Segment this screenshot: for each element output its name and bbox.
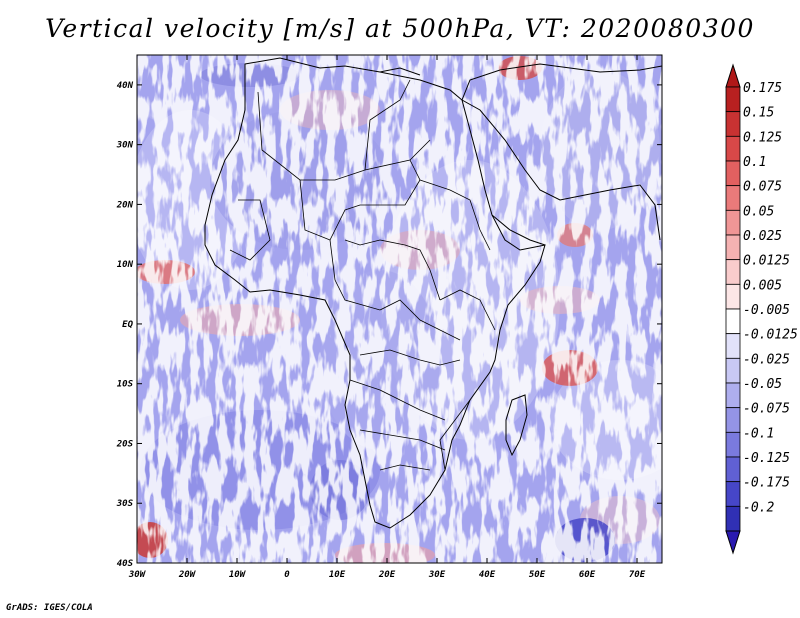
- chart-title: Vertical velocity [m/s] at 500hPa, VT: 2…: [45, 14, 755, 43]
- colorbar-swatch: [725, 283, 741, 310]
- colorbar: 0.175 0.15 0.125 0.1 0.075 0.05 0.025 0.0125 0.0…: [725, 63, 798, 555]
- lat-tick-label: 40N: [117, 81, 134, 91]
- lon-tick-label: 20W: [178, 570, 197, 580]
- lat-tick-label: 20S: [116, 439, 134, 449]
- colorbar-swatch: [725, 407, 741, 433]
- lon-tick-label: 50E: [529, 570, 546, 580]
- colorbar-label: 0.1: [743, 155, 766, 170]
- velocity-field: [137, 55, 662, 563]
- grads-credit: GrADS: IGES/COLA: [6, 603, 93, 613]
- colorbar-swatch: [725, 505, 741, 532]
- colorbar-swatch: [725, 481, 741, 507]
- lon-tick-label: 30W: [128, 570, 147, 580]
- colorbar-swatch: [725, 382, 741, 409]
- colorbar-label: 0.0125: [743, 254, 790, 269]
- colorbar-label: -0.0125: [743, 328, 798, 343]
- lon-tick-label: 40E: [479, 570, 496, 580]
- lon-tick-label: 30E: [428, 570, 446, 580]
- colorbar-bottom-arrow: [725, 530, 741, 555]
- colorbar-swatch: [725, 308, 741, 335]
- colorbar-label: -0.125: [743, 451, 790, 466]
- country-borders: [229, 79, 496, 471]
- colorbar-label: -0.025: [743, 352, 790, 367]
- colorbar-swatch: [725, 357, 741, 384]
- colorbar-label: -0.175: [743, 476, 790, 491]
- colorbar-label: 0.15: [743, 106, 774, 121]
- lat-tick-label: 30S: [116, 499, 134, 509]
- colorbar-label: 0.05: [743, 204, 774, 219]
- lat-ticks: 40N 30N 20N 10N EQ 10S 20S 30S 40S: [116, 81, 662, 569]
- lon-ticks: 30W 20W 10W 0 10E 20E 30E 40E 50E 60E 70E: [128, 55, 646, 580]
- colorbar-label: 0.175: [743, 81, 782, 96]
- lat-tick-label: 20N: [116, 200, 134, 210]
- lat-tick-label: 10N: [117, 260, 134, 270]
- coastlines: [204, 57, 662, 529]
- lon-tick-label: 10E: [329, 570, 346, 580]
- colorbar-label: -0.005: [743, 303, 790, 318]
- colorbar-label: -0.05: [743, 377, 782, 392]
- colorbar-swatch: [725, 135, 741, 162]
- lat-tick-label: 40S: [117, 559, 134, 569]
- colorbar-label: 0.025: [743, 229, 782, 244]
- lat-tick-label: 10S: [117, 380, 134, 390]
- map-frame: [136, 54, 663, 564]
- lat-tick-label: EQ: [122, 320, 133, 330]
- lon-tick-label: 70E: [629, 570, 646, 580]
- colorbar-label: 0.005: [743, 278, 782, 293]
- lat-tick-label: 30N: [116, 141, 134, 151]
- colorbar-swatch: [725, 234, 741, 261]
- colorbar-label: 0.075: [743, 180, 782, 195]
- colorbar-top-arrow: [725, 63, 741, 88]
- colorbar-label: -0.1: [743, 426, 774, 441]
- colorbar-swatch: [725, 86, 741, 113]
- lon-tick-label: 0: [284, 570, 290, 580]
- colorbar-label: -0.2: [743, 500, 774, 515]
- colorbar-label: -0.075: [743, 402, 790, 417]
- colorbar-swatch: [725, 111, 741, 137]
- colorbar-swatch: [725, 259, 741, 285]
- colorbar-swatch: [725, 456, 741, 483]
- colorbar-swatch: [725, 333, 741, 359]
- lon-tick-label: 20E: [378, 570, 396, 580]
- colorbar-swatch: [725, 160, 741, 187]
- colorbar-label: 0.125: [743, 130, 782, 145]
- lon-tick-label: 60E: [579, 570, 596, 580]
- colorbar-swatch: [725, 431, 741, 458]
- lon-tick-label: 10W: [229, 570, 247, 580]
- colorbar-swatch: [725, 185, 741, 211]
- colorbar-swatch: [725, 209, 741, 236]
